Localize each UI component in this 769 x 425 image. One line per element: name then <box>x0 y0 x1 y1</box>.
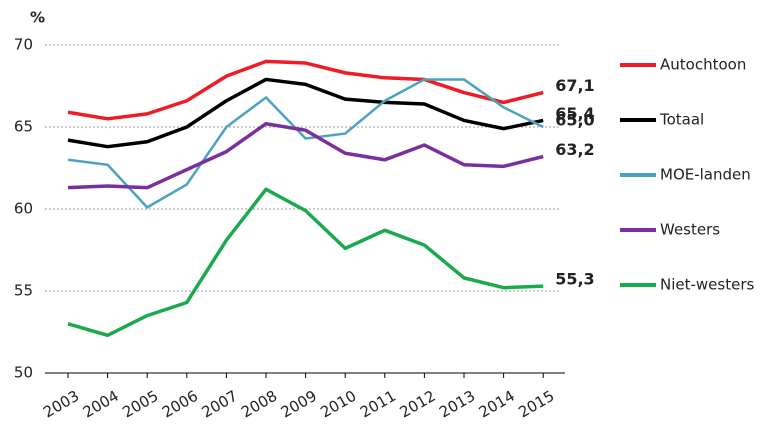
legend-label: Niet-westers <box>660 276 754 294</box>
series-line <box>67 187 544 338</box>
x-tick-label: 2010 <box>317 387 359 422</box>
legend-label: Westers <box>660 221 720 239</box>
y-tick-label: 50 <box>14 364 33 382</box>
x-tick-label: 2009 <box>278 387 320 422</box>
y-tick-label: 65 <box>14 118 33 136</box>
y-axis-label: % <box>30 9 45 27</box>
x-tick-label: 2004 <box>80 387 122 422</box>
y-tick-label: 55 <box>14 282 33 300</box>
y-tick-label: 70 <box>14 36 33 54</box>
series-line <box>67 59 544 121</box>
x-tick-label: 2015 <box>515 387 557 422</box>
x-tick-label: 2013 <box>436 387 478 422</box>
series-line <box>67 77 544 149</box>
x-tick-label: 2014 <box>476 387 518 422</box>
x-tick-label: 2008 <box>238 387 280 422</box>
y-tick-label: 60 <box>14 200 33 218</box>
x-tick-label: 2012 <box>397 387 439 422</box>
x-tick-label: 2006 <box>159 387 201 422</box>
x-tick-label: 2003 <box>40 387 82 422</box>
series-line <box>67 121 544 190</box>
x-tick-label: 2005 <box>119 387 161 422</box>
end-label: 65,4 <box>555 104 594 123</box>
end-label: 67,1 <box>555 76 594 95</box>
series-line <box>67 78 544 209</box>
end-label: 65,0 <box>555 111 594 130</box>
x-tick-label: 2011 <box>357 387 399 422</box>
legend-label: Totaal <box>659 111 704 129</box>
end-label: 63,2 <box>555 140 594 159</box>
end-label: 55,3 <box>555 270 594 289</box>
x-tick-label: 2007 <box>199 387 241 422</box>
legend-label: Autochtoon <box>660 56 746 74</box>
legend-label: MOE-landen <box>660 166 751 184</box>
